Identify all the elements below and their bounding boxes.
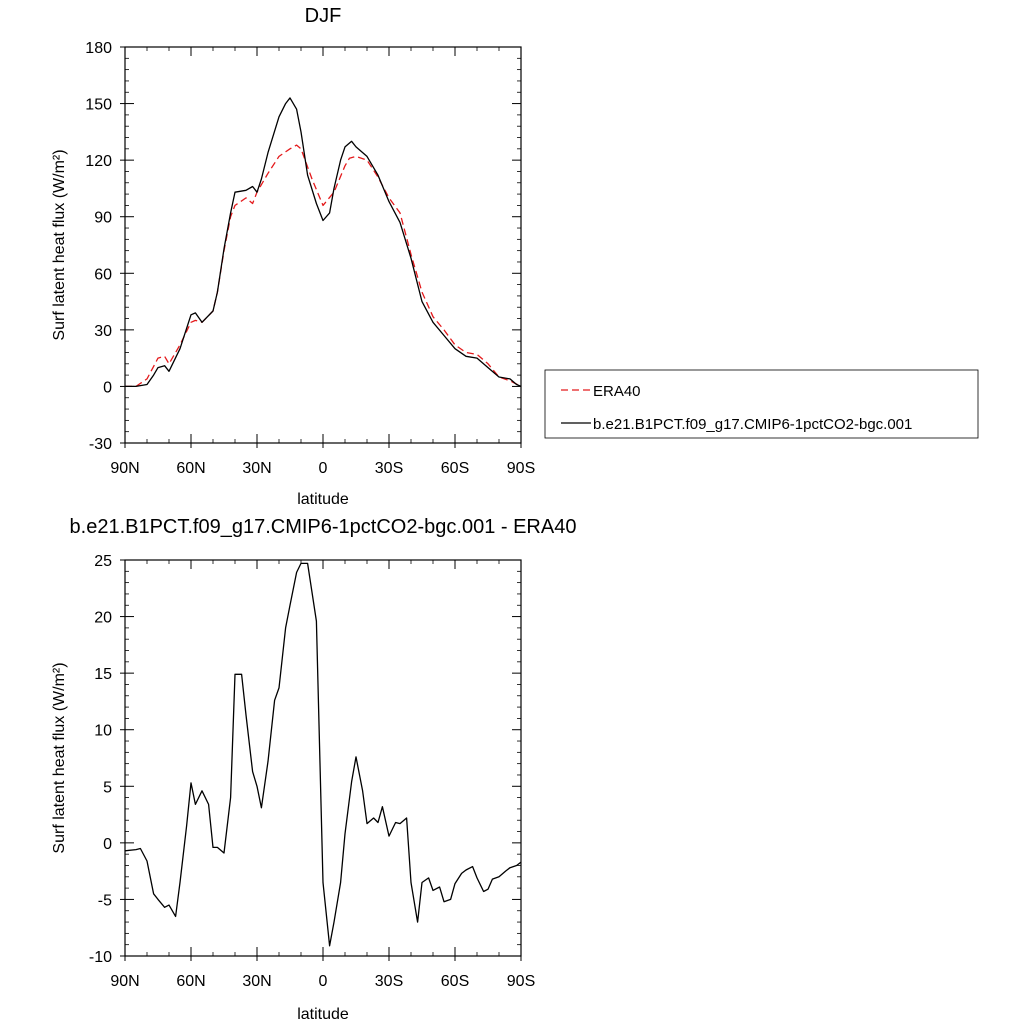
series-line-era40	[125, 144, 522, 388]
y-tick-label: 0	[103, 379, 112, 396]
x-tick-label: 0	[319, 460, 328, 477]
y-tick-label: 150	[85, 97, 112, 114]
x-tick-label: 60S	[441, 973, 469, 990]
y-tick-label: 15	[94, 666, 112, 683]
series-line-difference	[124, 562, 522, 947]
y-tick-label: 5	[103, 779, 112, 796]
y-tick-label: 90	[94, 210, 112, 227]
x-tick-label: 30N	[242, 973, 271, 990]
y-tick-label: -10	[89, 949, 112, 966]
series-line-model	[125, 97, 522, 388]
x-tick-label: 60N	[176, 973, 205, 990]
x-axis-label: latitude	[297, 491, 349, 508]
y-tick-label: -5	[98, 892, 112, 909]
y-tick-label: 25	[94, 553, 112, 570]
x-tick-label: 90S	[507, 460, 535, 477]
x-tick-label: 90S	[507, 973, 535, 990]
x-tick-label: 0	[319, 973, 328, 990]
y-tick-label: 180	[85, 40, 112, 57]
y-tick-label: 10	[94, 723, 112, 740]
x-tick-label: 90N	[110, 460, 139, 477]
x-axis-label: latitude	[297, 1006, 349, 1023]
y-tick-label: 120	[85, 153, 112, 170]
chart-title: b.e21.B1PCT.f09_g17.CMIP6-1pctCO2-bgc.00…	[70, 516, 577, 538]
difference-panel: b.e21.B1PCT.f09_g17.CMIP6-1pctCO2-bgc.00…	[51, 516, 576, 1023]
y-tick-label: 30	[94, 323, 112, 340]
y-axis-label: Surf latent heat flux (W/m²)	[51, 149, 68, 340]
legend-box	[544, 369, 979, 439]
legend-label-era40: ERA40	[593, 383, 641, 400]
climatology-panel: DJF -30 0 30 60 90 120 150 180 90N 60N 30N 0 30S 60S 9…	[51, 5, 979, 508]
legend: ERA40 b.e21.B1PCT.f09_g17.CMIP6-1pctCO2-…	[544, 369, 979, 439]
y-tick-label: 20	[94, 610, 112, 627]
y-axis-label: Surf latent heat flux (W/m²)	[51, 662, 68, 853]
y-tick-label: 60	[94, 266, 112, 283]
x-tick-label: 30N	[242, 460, 271, 477]
y-tick-label: 0	[103, 836, 112, 853]
x-tick-label: 60S	[441, 460, 469, 477]
x-tick-label: 60N	[176, 460, 205, 477]
legend-label-model: b.e21.B1PCT.f09_g17.CMIP6-1pctCO2-bgc.00…	[593, 416, 912, 433]
y-tick-label: -30	[89, 436, 112, 453]
chart-title: DJF	[305, 5, 342, 27]
x-tick-label: 30S	[375, 460, 403, 477]
x-tick-label: 90N	[110, 973, 139, 990]
x-tick-label: 30S	[375, 973, 403, 990]
